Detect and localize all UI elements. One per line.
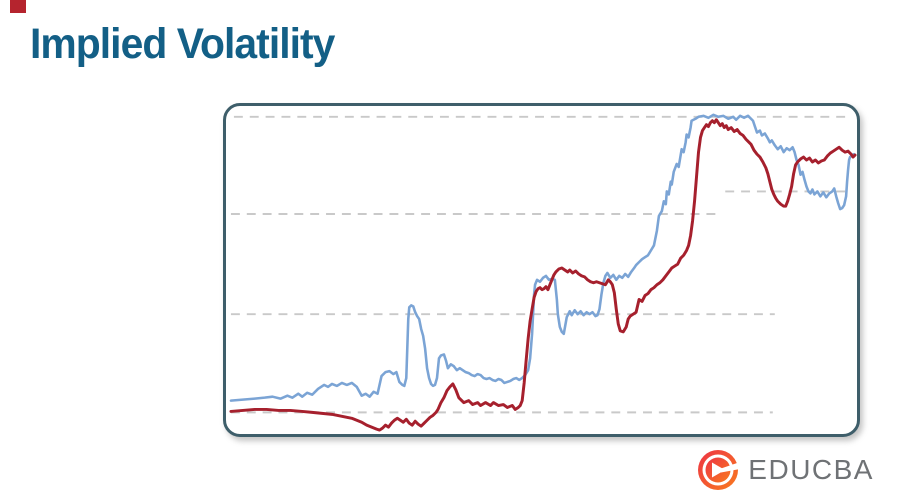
chart-gridlines [230,115,852,414]
educba-logo-text: EDUCBA [748,454,874,485]
series-line-blue [229,113,857,402]
educba-logo: EDUCBA [696,448,874,492]
play-icon [712,462,726,478]
chart-series [229,113,857,432]
chart-panel [223,103,860,437]
volatility-chart [229,113,857,432]
logo-e-opening [721,462,741,473]
page-title: Implied Volatility [30,20,335,68]
corner-accent-square [10,0,26,13]
series-line-red [229,118,857,432]
educba-logo-icon [698,450,741,490]
